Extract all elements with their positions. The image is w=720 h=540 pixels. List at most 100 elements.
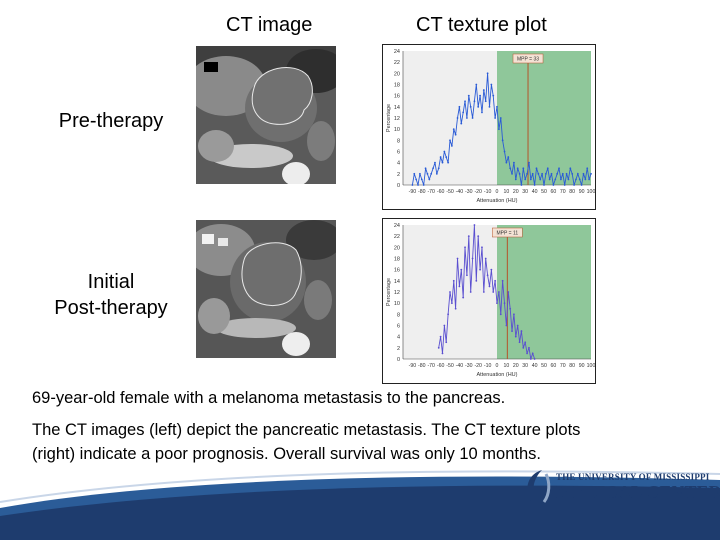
x-tick-label: 30	[522, 363, 528, 369]
x-tick-label: 40	[532, 363, 538, 369]
x-tick-label: -10	[484, 189, 492, 195]
data-point	[571, 172, 574, 175]
data-point	[415, 178, 418, 181]
y-tick-label: 20	[394, 245, 400, 251]
row-label-line2: Post-therapy	[54, 297, 168, 319]
data-point	[456, 257, 459, 260]
x-tick-label: -30	[465, 189, 473, 195]
data-point	[454, 133, 457, 136]
data-point	[556, 172, 559, 175]
data-point	[482, 291, 485, 293]
data-point	[492, 291, 495, 293]
data-point	[471, 257, 474, 260]
footer-swoosh	[0, 470, 720, 540]
data-point	[467, 235, 470, 238]
data-point	[460, 122, 463, 125]
data-point	[580, 184, 583, 186]
data-point	[445, 156, 448, 158]
data-point	[513, 161, 515, 164]
data-point	[516, 324, 519, 327]
data-point	[426, 172, 429, 175]
data-point	[486, 274, 489, 277]
data-point	[450, 145, 453, 147]
y-tick-label: 4	[397, 161, 400, 167]
data-point	[462, 296, 465, 299]
data-point	[494, 117, 497, 119]
data-point	[501, 279, 504, 282]
y-tick-label: 22	[394, 234, 400, 240]
x-tick-label: -20	[474, 189, 482, 195]
x-tick-label: 100	[587, 189, 595, 195]
x-tick-label: -40	[456, 189, 464, 195]
x-tick-label: -70	[427, 189, 435, 195]
data-point	[477, 235, 480, 238]
data-point	[428, 178, 431, 181]
series-line	[438, 224, 536, 360]
y-tick-label: 24	[394, 223, 400, 229]
x-axis-label: Attenuation (HU)	[477, 198, 518, 204]
data-point	[573, 184, 575, 186]
data-point	[454, 307, 457, 310]
data-point	[434, 161, 436, 164]
data-point	[567, 178, 570, 181]
data-point	[558, 167, 560, 170]
data-point	[469, 105, 472, 108]
caption-line-2: The CT images (left) depict the pancreat…	[32, 421, 581, 439]
data-point	[464, 100, 466, 103]
data-point	[417, 184, 419, 186]
x-tick-label: -90	[409, 189, 417, 195]
data-point	[578, 178, 581, 181]
data-point	[522, 346, 525, 349]
series-line	[411, 73, 592, 186]
x-tick-label: -70	[427, 363, 435, 369]
x-tick-label: 40	[532, 189, 538, 195]
data-point	[529, 358, 532, 360]
x-tick-label: 50	[541, 363, 547, 369]
data-point	[443, 150, 446, 153]
y-tick-label: 4	[397, 335, 400, 341]
data-point	[452, 128, 455, 131]
x-tick-label: -50	[446, 189, 454, 195]
data-point	[469, 291, 472, 293]
x-tick-label: 50	[541, 189, 547, 195]
data-point	[450, 302, 453, 305]
texture-plot-pre-therapy: 0 2 4 6 8 10 12 14 16 18 20 22 24 -90 -80 -70 -60 -50 -40-…	[382, 44, 596, 210]
data-point	[473, 100, 476, 103]
data-point	[528, 161, 530, 164]
data-point	[582, 172, 585, 175]
y-tick-label: 20	[394, 71, 400, 77]
data-point	[509, 167, 512, 170]
data-point	[531, 352, 534, 355]
x-tick-label: 10	[504, 363, 510, 369]
y-tick-label: 8	[397, 312, 400, 318]
data-point	[484, 257, 487, 260]
logo-mark-icon	[527, 470, 551, 507]
data-point	[529, 178, 532, 181]
x-axis-label: Attenuation (HU)	[477, 372, 518, 378]
plot-gray-region	[403, 51, 497, 185]
data-point	[539, 178, 542, 181]
x-tick-label: -10	[484, 363, 492, 369]
data-point	[473, 224, 476, 226]
data-point	[439, 156, 442, 158]
data-point	[435, 172, 438, 175]
data-point	[482, 89, 485, 91]
data-point	[420, 178, 423, 181]
x-tick-label: -90	[409, 363, 417, 369]
x-tick-label: 90	[579, 363, 585, 369]
data-point	[488, 285, 491, 288]
x-tick-label: -80	[418, 363, 426, 369]
x-tick-label: 20	[513, 363, 519, 369]
data-point	[516, 167, 519, 170]
data-point	[550, 172, 553, 175]
y-tick-label: 22	[394, 60, 400, 66]
data-point	[514, 178, 517, 181]
data-point	[439, 335, 442, 338]
data-point	[552, 184, 555, 186]
data-point	[477, 105, 480, 108]
x-tick-label: -60	[437, 363, 445, 369]
data-point	[565, 172, 568, 175]
data-point	[561, 172, 564, 175]
data-point	[437, 346, 440, 349]
ct-texture-plot-header: CT texture plot	[416, 14, 547, 36]
